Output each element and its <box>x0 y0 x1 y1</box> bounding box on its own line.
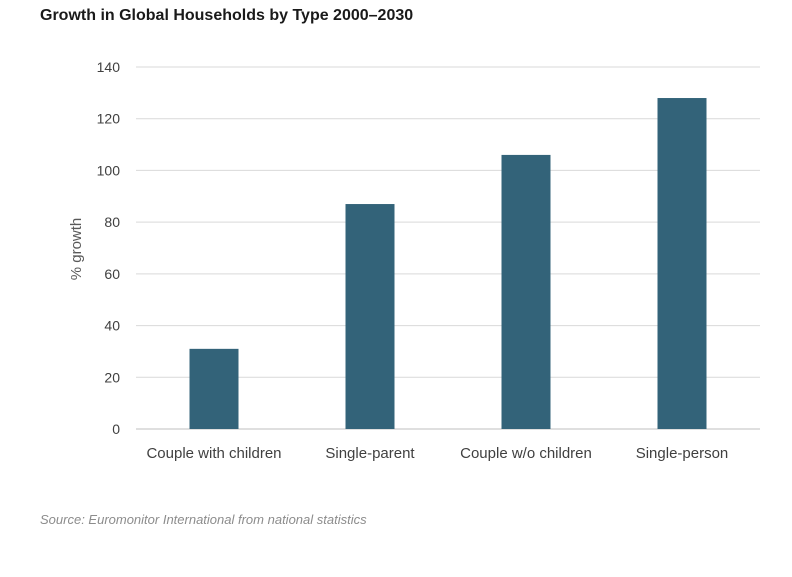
y-tick-label: 100 <box>97 162 121 178</box>
bar <box>345 204 395 429</box>
x-tick-labels: Couple with children Single-parent Couple … <box>146 445 728 462</box>
x-tick-label: Single-parent <box>325 445 415 462</box>
y-tick-label: 40 <box>104 318 120 334</box>
y-tick-label: 80 <box>104 214 120 230</box>
x-tick-label: Single-person <box>636 445 729 462</box>
y-tick-label: 0 <box>112 421 120 437</box>
y-tick-label: 60 <box>104 266 120 282</box>
source-note: Source: Euromonitor International from n… <box>40 512 367 527</box>
y-tick-label: 120 <box>97 111 121 127</box>
bar-chart: 0 20 40 60 80 100 120 140 Couple with children S… <box>68 59 760 462</box>
x-tick-label: Couple w/o children <box>460 445 592 462</box>
bar <box>501 154 551 429</box>
chart-title: Growth in Global Households by Type 2000… <box>40 7 414 24</box>
y-tick-label: 20 <box>104 369 120 385</box>
y-tick-labels: 0 20 40 60 80 100 120 140 <box>97 59 121 437</box>
x-tick-label: Couple with children <box>146 445 281 462</box>
bar <box>657 98 707 430</box>
gridlines <box>136 66 760 430</box>
bars <box>189 98 707 430</box>
y-axis-label: % growth <box>68 218 85 281</box>
y-tick-label: 140 <box>97 59 121 75</box>
bar <box>189 348 239 429</box>
